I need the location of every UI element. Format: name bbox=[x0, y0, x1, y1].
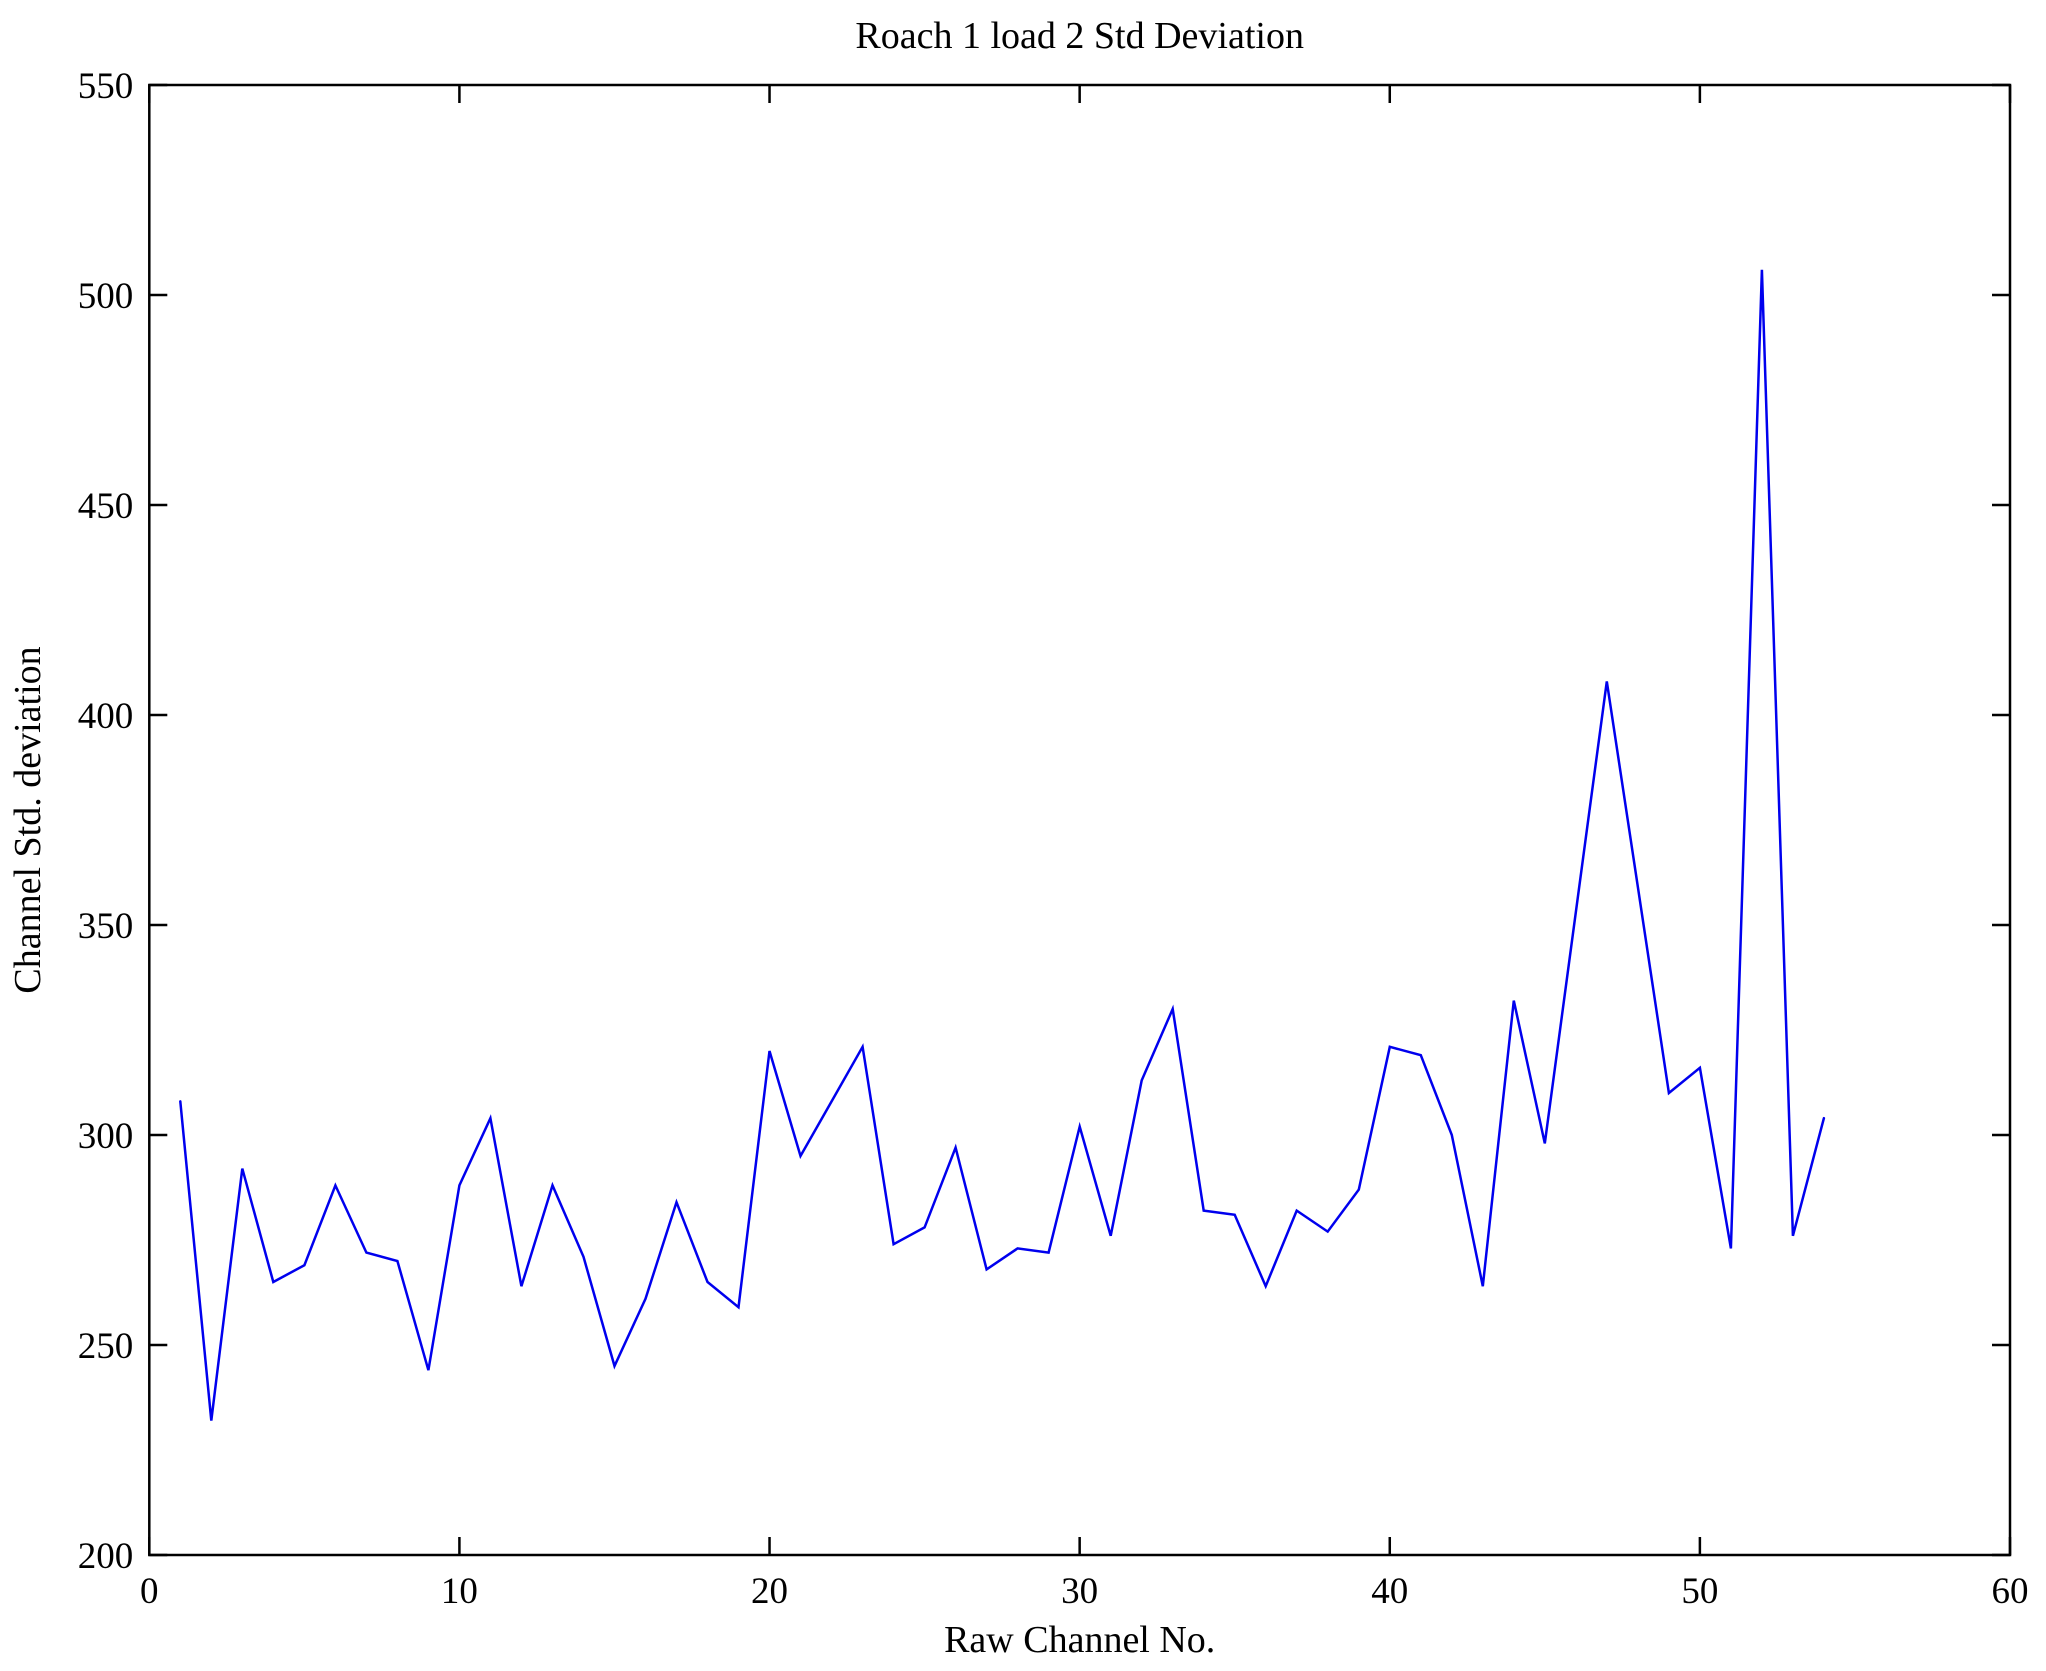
x-tick-label: 30 bbox=[1061, 1571, 1098, 1612]
data-line bbox=[179, 269, 1826, 1421]
y-tick-label: 450 bbox=[78, 486, 134, 527]
x-tick-label: 20 bbox=[751, 1571, 788, 1612]
y-tick-label: 500 bbox=[78, 276, 134, 317]
x-tick-label: 10 bbox=[441, 1571, 478, 1612]
y-axis-label: Channel Std. deviation bbox=[7, 646, 49, 993]
x-tick-label: 40 bbox=[1371, 1571, 1408, 1612]
y-tick-label: 350 bbox=[78, 906, 134, 947]
y-tick-label: 200 bbox=[78, 1536, 134, 1577]
axis-tick-labels: 0 10 20 30 40 50 60 200 250 300 350 400 450 500 550 bbox=[78, 66, 2029, 1612]
x-tick-label: 50 bbox=[1681, 1571, 1718, 1612]
x-tick-label: 0 bbox=[140, 1571, 159, 1612]
y-tick-label: 300 bbox=[78, 1116, 134, 1157]
chart-title: Roach 1 load 2 Std Deviation bbox=[855, 15, 1304, 57]
plot-box bbox=[148, 83, 2012, 1557]
axis-ticks bbox=[148, 83, 2012, 1557]
x-tick-label: 60 bbox=[1992, 1571, 2029, 1612]
y-tick-label: 400 bbox=[78, 696, 134, 737]
y-tick-label: 550 bbox=[78, 66, 134, 107]
x-axis-label: Raw Channel No. bbox=[944, 1619, 1215, 1661]
y-tick-label: 250 bbox=[78, 1326, 134, 1367]
